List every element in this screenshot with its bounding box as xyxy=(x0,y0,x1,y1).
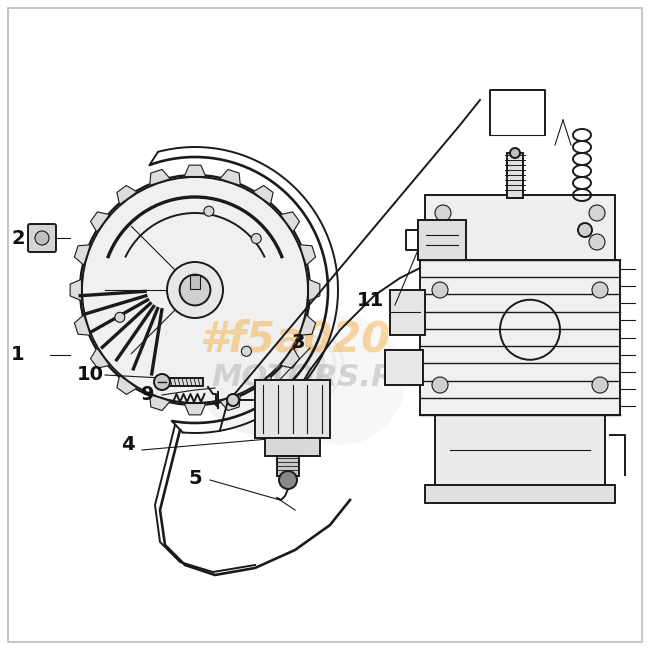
FancyBboxPatch shape xyxy=(28,224,56,252)
Circle shape xyxy=(435,234,451,250)
Polygon shape xyxy=(117,376,137,395)
Polygon shape xyxy=(220,395,240,411)
Circle shape xyxy=(82,177,308,403)
Text: 4: 4 xyxy=(121,436,135,454)
Circle shape xyxy=(578,223,592,237)
Bar xyxy=(435,415,605,485)
Circle shape xyxy=(227,394,239,406)
Polygon shape xyxy=(309,280,320,301)
Text: 11: 11 xyxy=(356,291,384,309)
Polygon shape xyxy=(300,315,315,335)
Polygon shape xyxy=(253,376,273,395)
Polygon shape xyxy=(281,212,300,232)
Bar xyxy=(390,290,425,335)
Circle shape xyxy=(510,148,520,158)
Circle shape xyxy=(35,231,49,245)
Circle shape xyxy=(179,274,211,306)
Polygon shape xyxy=(117,185,137,205)
Circle shape xyxy=(241,346,252,356)
Circle shape xyxy=(432,282,448,298)
Circle shape xyxy=(435,205,451,221)
Text: 3: 3 xyxy=(291,333,305,352)
Text: 10: 10 xyxy=(77,365,103,385)
Circle shape xyxy=(589,205,605,221)
Polygon shape xyxy=(184,404,206,415)
Text: 2: 2 xyxy=(11,229,25,248)
Polygon shape xyxy=(150,395,170,411)
Circle shape xyxy=(195,305,325,435)
Bar xyxy=(168,378,203,386)
Circle shape xyxy=(592,282,608,298)
Bar xyxy=(277,456,299,476)
Circle shape xyxy=(167,262,223,318)
Polygon shape xyxy=(150,170,170,185)
Bar xyxy=(420,260,620,415)
Bar xyxy=(418,220,466,260)
Polygon shape xyxy=(75,315,90,335)
Polygon shape xyxy=(253,185,273,205)
Text: 5: 5 xyxy=(188,469,202,488)
Circle shape xyxy=(204,206,214,216)
Circle shape xyxy=(115,313,125,322)
Circle shape xyxy=(279,471,297,489)
Text: 1: 1 xyxy=(11,346,25,365)
Circle shape xyxy=(592,377,608,393)
Bar xyxy=(507,153,523,198)
Bar xyxy=(385,350,423,385)
Text: #f5a020: #f5a020 xyxy=(200,319,391,361)
Polygon shape xyxy=(220,170,240,185)
Bar xyxy=(190,274,200,289)
Circle shape xyxy=(432,377,448,393)
Polygon shape xyxy=(184,165,206,177)
Text: 9: 9 xyxy=(141,385,155,404)
Polygon shape xyxy=(75,245,90,265)
Bar xyxy=(265,438,320,456)
Polygon shape xyxy=(90,212,109,232)
Text: MOTORS.RU: MOTORS.RU xyxy=(211,363,419,393)
Polygon shape xyxy=(281,348,300,368)
Polygon shape xyxy=(300,245,315,265)
Bar xyxy=(425,195,615,260)
Circle shape xyxy=(275,315,405,445)
Circle shape xyxy=(589,234,605,250)
Circle shape xyxy=(252,233,261,244)
Polygon shape xyxy=(70,280,81,301)
Polygon shape xyxy=(90,348,109,368)
Bar xyxy=(425,485,615,503)
Circle shape xyxy=(154,374,170,390)
Bar xyxy=(255,380,330,438)
